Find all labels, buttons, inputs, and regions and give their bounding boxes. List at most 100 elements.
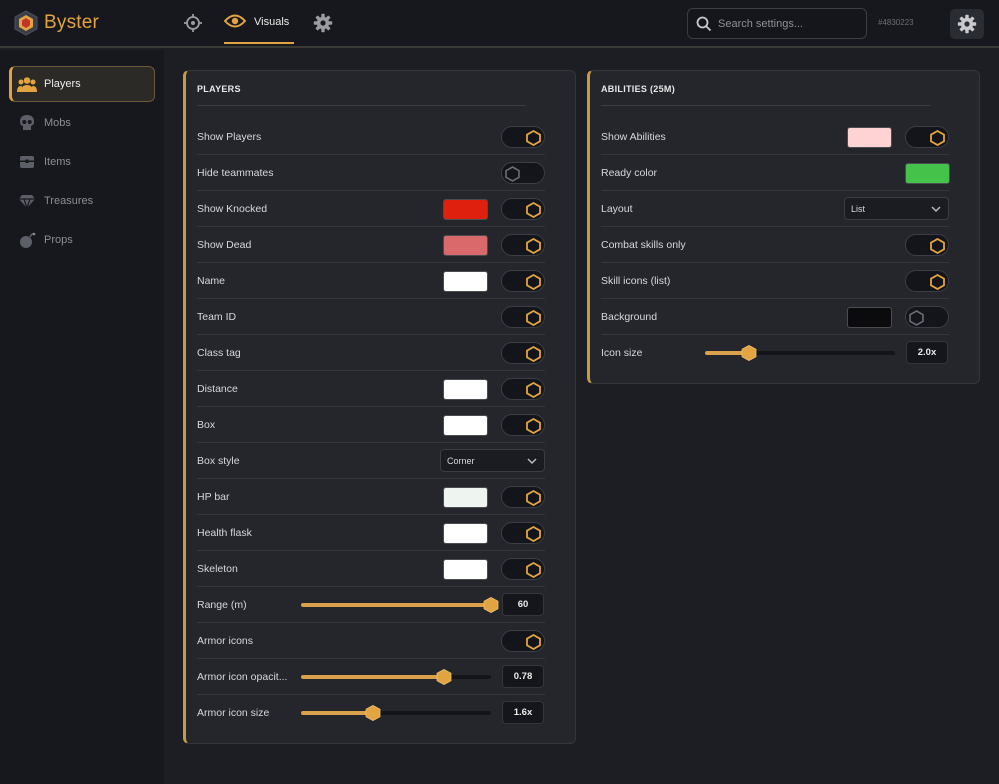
layout-select[interactable]: List bbox=[844, 197, 949, 220]
range-m-value[interactable]: 60 bbox=[502, 593, 544, 616]
skeleton-color-swatch[interactable] bbox=[443, 559, 488, 580]
toggle-knob bbox=[525, 561, 542, 578]
gear-icon bbox=[957, 14, 977, 34]
sidebar-item-mobs[interactable]: Mobs bbox=[9, 105, 155, 141]
hexagon-knob-icon bbox=[909, 309, 924, 326]
slider-fill bbox=[705, 351, 749, 355]
hide-teammates-toggle[interactable] bbox=[501, 162, 545, 184]
slider-fill bbox=[301, 675, 444, 679]
skeleton-toggle[interactable] bbox=[501, 558, 545, 580]
toggle-knob bbox=[525, 309, 542, 326]
toggle-knob bbox=[525, 489, 542, 506]
search-input[interactable] bbox=[718, 17, 858, 30]
setting-row-show-players: Show Players bbox=[197, 119, 545, 155]
hexagon-knob-icon bbox=[930, 237, 945, 254]
armor-icon-opacit-slider[interactable] bbox=[301, 669, 491, 685]
show-players-toggle[interactable] bbox=[501, 126, 545, 148]
show-knocked-toggle[interactable] bbox=[501, 198, 545, 220]
armor-icon-opacit-value[interactable]: 0.78 bbox=[502, 665, 544, 688]
setting-label: Combat skills only bbox=[601, 239, 686, 251]
ready-color-color-swatch[interactable] bbox=[905, 163, 950, 184]
show-dead-color-swatch[interactable] bbox=[443, 235, 488, 256]
slider-thumb[interactable] bbox=[741, 345, 757, 361]
panel-title: ABILITIES (25M) bbox=[601, 84, 676, 94]
show-abilities-color-swatch[interactable] bbox=[847, 127, 892, 148]
slider-track bbox=[301, 711, 491, 715]
health-flask-toggle[interactable] bbox=[501, 522, 545, 544]
team-id-toggle[interactable] bbox=[501, 306, 545, 328]
background-color-swatch[interactable] bbox=[847, 307, 892, 328]
name-color-swatch[interactable] bbox=[443, 271, 488, 292]
sidebar-item-players[interactable]: Players bbox=[9, 66, 155, 102]
hexagon-knob-icon bbox=[505, 165, 520, 182]
setting-label: Background bbox=[601, 311, 658, 323]
setting-label: Skill icons (list) bbox=[601, 275, 671, 287]
tab-visuals-label: Visuals bbox=[254, 16, 290, 28]
hexagon-knob-icon bbox=[526, 381, 541, 398]
search-box[interactable] bbox=[687, 8, 867, 39]
chevron-down-icon bbox=[931, 206, 941, 213]
slider-fill bbox=[301, 711, 374, 715]
setting-label: Show Abilities bbox=[601, 131, 666, 143]
hp-bar-color-swatch[interactable] bbox=[443, 487, 488, 508]
gem-icon bbox=[17, 191, 37, 211]
armor-icons-toggle[interactable] bbox=[501, 630, 545, 652]
hexagon-knob-icon bbox=[526, 309, 541, 326]
sidebar-item-label: Mobs bbox=[44, 117, 71, 129]
slider-thumb[interactable] bbox=[365, 705, 381, 721]
show-knocked-color-swatch[interactable] bbox=[443, 199, 488, 220]
setting-row-hp-bar: HP bar bbox=[197, 479, 545, 515]
hp-bar-toggle[interactable] bbox=[501, 486, 545, 508]
setting-row-box: Box bbox=[197, 407, 545, 443]
distance-color-swatch[interactable] bbox=[443, 379, 488, 400]
icon-size-value[interactable]: 2.0x bbox=[906, 341, 948, 364]
toggle-knob bbox=[525, 201, 542, 218]
box-color-swatch[interactable] bbox=[443, 415, 488, 436]
setting-label: Armor icons bbox=[197, 635, 254, 647]
toggle-knob bbox=[525, 237, 542, 254]
hexagon-knob-icon bbox=[526, 525, 541, 542]
box-toggle[interactable] bbox=[501, 414, 545, 436]
setting-label: Team ID bbox=[197, 311, 237, 323]
setting-label: Hide teammates bbox=[197, 167, 274, 179]
background-toggle[interactable] bbox=[905, 306, 949, 328]
sidebar-item-props[interactable]: Props bbox=[9, 222, 155, 258]
setting-label: Armor icon size bbox=[197, 707, 270, 719]
toggle-knob bbox=[525, 273, 542, 290]
sidebar-item-treasures[interactable]: Treasures bbox=[9, 183, 155, 219]
slider-track bbox=[705, 351, 895, 355]
setting-row-armor-icon-opacit: Armor icon opacit... 0.78 bbox=[197, 659, 545, 695]
setting-label: Health flask bbox=[197, 527, 252, 539]
sidebar-item-label: Props bbox=[44, 234, 73, 246]
tab-visuals[interactable]: Visuals bbox=[224, 10, 294, 44]
nav-aim[interactable] bbox=[182, 12, 204, 34]
show-dead-toggle[interactable] bbox=[501, 234, 545, 256]
armor-icon-size-slider[interactable] bbox=[301, 705, 491, 721]
hexagon-knob-icon bbox=[526, 237, 541, 254]
slider-thumb[interactable] bbox=[483, 597, 499, 613]
toggle-knob bbox=[525, 525, 542, 542]
combat-skills-only-toggle[interactable] bbox=[905, 234, 949, 256]
distance-toggle[interactable] bbox=[501, 378, 545, 400]
name-toggle[interactable] bbox=[501, 270, 545, 292]
sidebar-item-items[interactable]: Items bbox=[9, 144, 155, 180]
nav-settings[interactable] bbox=[312, 12, 334, 34]
toggle-knob bbox=[525, 345, 542, 362]
setting-row-layout: Layout List bbox=[601, 191, 949, 227]
armor-icon-size-value[interactable]: 1.6x bbox=[502, 701, 544, 724]
range-m-slider[interactable] bbox=[301, 597, 499, 613]
box-style-select[interactable]: Corner bbox=[440, 449, 545, 472]
toggle-knob bbox=[929, 129, 946, 146]
health-flask-color-swatch[interactable] bbox=[443, 523, 488, 544]
hexagon-knob-icon bbox=[526, 129, 541, 146]
show-abilities-toggle[interactable] bbox=[905, 126, 949, 148]
setting-row-background: Background bbox=[601, 299, 949, 335]
skull-icon bbox=[17, 113, 37, 133]
sidebar-item-label: Items bbox=[44, 156, 71, 168]
skill-icons-list-toggle[interactable] bbox=[905, 270, 949, 292]
icon-size-slider[interactable] bbox=[705, 345, 895, 361]
slider-thumb[interactable] bbox=[436, 669, 452, 685]
setting-label: Class tag bbox=[197, 347, 241, 359]
class-tag-toggle[interactable] bbox=[501, 342, 545, 364]
global-settings-button[interactable] bbox=[950, 9, 984, 39]
